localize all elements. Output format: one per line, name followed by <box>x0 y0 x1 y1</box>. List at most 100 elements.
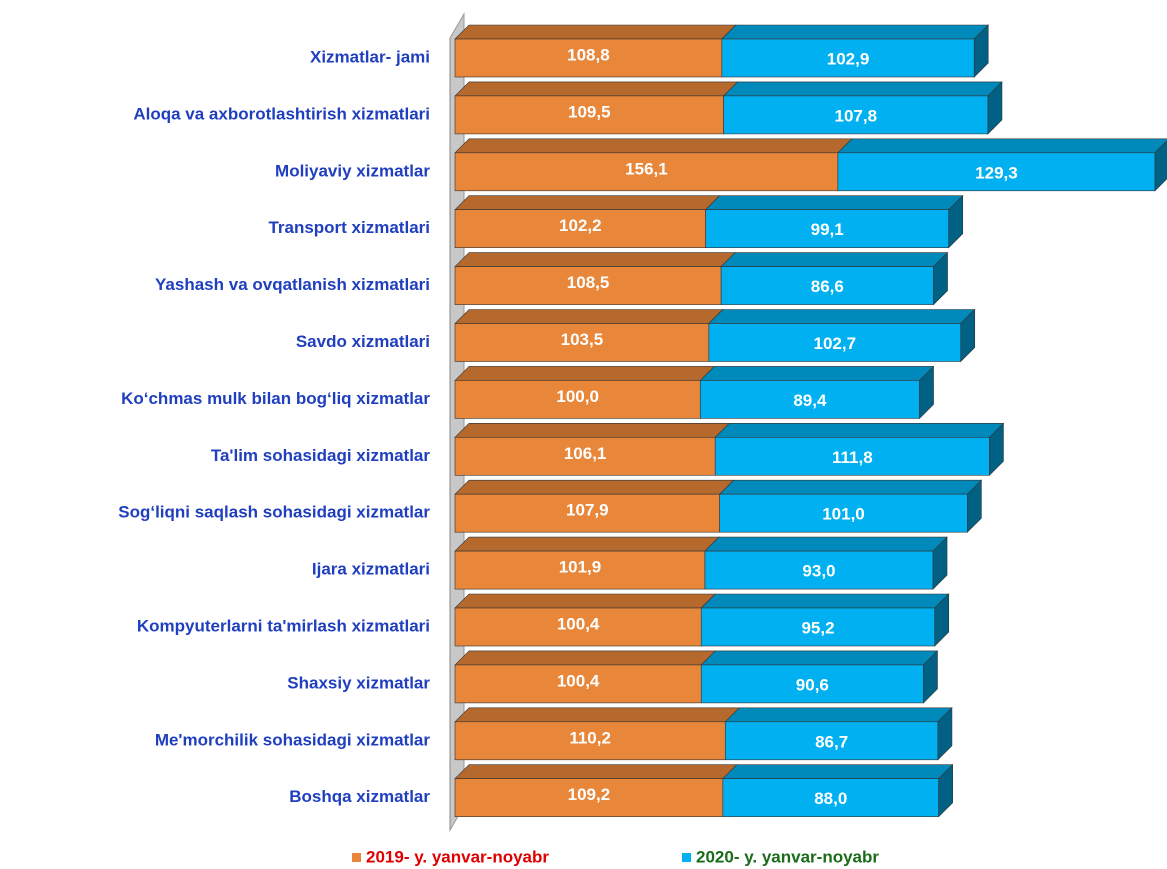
bar-side <box>948 194 964 249</box>
bar-top <box>718 479 983 495</box>
bar <box>454 607 702 647</box>
bar-top <box>454 707 741 723</box>
value-label: 106,1 <box>564 444 607 463</box>
bar-top <box>837 138 1167 154</box>
bar-top <box>714 422 1005 438</box>
bar <box>837 152 1156 192</box>
category-label: Ijara xizmatlari <box>312 560 430 579</box>
bar-top <box>722 81 1003 97</box>
bar-side <box>938 763 953 818</box>
bar-top <box>724 707 953 723</box>
bar <box>454 323 710 362</box>
bar-top <box>454 536 720 552</box>
legend-marker <box>682 853 691 862</box>
bar-side <box>923 650 938 704</box>
category-label: Me'morchilik sohasidagi xizmatlar <box>155 730 431 749</box>
category-label: Ko‘chmas mulk bilan bog‘liq xizmatlar <box>121 389 430 408</box>
bar <box>720 266 934 305</box>
bar <box>705 209 950 248</box>
bar <box>454 550 706 590</box>
bar <box>454 209 706 248</box>
value-label: 101,0 <box>822 505 865 524</box>
bar <box>454 95 724 135</box>
bar-top <box>720 252 949 267</box>
bar <box>454 664 702 704</box>
bar-top <box>700 593 950 609</box>
value-label: 156,1 <box>625 159 668 178</box>
bar-side <box>989 422 1004 477</box>
value-label: 88,0 <box>814 789 847 808</box>
legend-label: 2020- y. yanvar-noyabr <box>696 847 879 866</box>
value-label: 111,8 <box>832 448 873 467</box>
bar-side <box>1154 140 1167 192</box>
bar-top <box>454 138 853 154</box>
axis-wall <box>449 12 465 832</box>
bar-top <box>699 366 935 381</box>
bar-side <box>934 593 950 647</box>
bar-top <box>454 650 716 666</box>
value-label: 102,9 <box>827 49 870 68</box>
category-label: Yashash va ovqatlanish xizmatlari <box>155 275 430 294</box>
value-label: 101,9 <box>559 558 602 577</box>
value-label: 108,8 <box>567 45 610 64</box>
bar-side <box>960 308 976 363</box>
legend-label: 2019- y. yanvar-noyabr <box>366 847 549 866</box>
bar-side <box>967 479 982 533</box>
category-label: Xizmatlar- jami <box>310 47 430 66</box>
bar <box>454 266 722 305</box>
value-label: 108,5 <box>567 273 610 292</box>
bar-top <box>704 195 964 210</box>
bar <box>723 95 989 135</box>
bar-top <box>454 366 715 381</box>
bar-side <box>973 24 989 78</box>
value-label: 99,1 <box>811 220 844 239</box>
bar-top <box>704 536 948 552</box>
category-label: Moliyaviy xizmatlar <box>275 161 430 180</box>
value-label: 86,7 <box>815 732 848 751</box>
bar-top <box>454 24 737 40</box>
value-label: 100,4 <box>557 614 600 633</box>
bar-top <box>721 24 989 40</box>
value-label: 110,2 <box>569 728 611 747</box>
category-label: Boshqa xizmatlar <box>289 787 430 806</box>
value-label: 107,9 <box>566 501 609 520</box>
bar <box>700 607 936 647</box>
bar <box>724 721 939 761</box>
bar <box>454 38 723 78</box>
value-label: 102,2 <box>559 216 602 235</box>
category-label: Savdo xizmatlari <box>296 332 430 351</box>
category-label: Ta'lim sohasidagi xizmatlar <box>211 446 431 465</box>
value-label: 89,4 <box>793 391 827 410</box>
bar-top <box>722 764 954 780</box>
category-label: Aloqa va axborotlashtirish xizmatlari <box>133 104 430 123</box>
value-label: 100,0 <box>556 387 599 406</box>
bar <box>454 721 726 761</box>
bar <box>722 778 939 818</box>
value-label: 95,2 <box>801 618 834 637</box>
bar <box>719 493 968 533</box>
bar <box>700 664 924 704</box>
bar-top <box>454 422 730 438</box>
bar-side <box>919 365 934 420</box>
bar-top <box>454 309 724 324</box>
bar-side <box>933 251 948 306</box>
bar-top <box>454 479 735 495</box>
bar <box>454 152 839 192</box>
bar-top <box>700 650 939 666</box>
bar-side <box>932 536 948 590</box>
bar <box>721 38 975 78</box>
value-label: 107,8 <box>834 106 877 125</box>
bar <box>699 380 920 419</box>
bar-side <box>937 707 953 761</box>
bar-top <box>454 764 738 780</box>
value-label: 103,5 <box>561 330 604 349</box>
bar <box>714 436 990 476</box>
bar <box>454 380 701 419</box>
category-label: Shaxsiy xizmatlar <box>287 673 430 692</box>
category-label: Sog‘liqni saqlash sohasidagi xizmatlar <box>118 503 430 522</box>
value-label: 109,2 <box>568 785 611 804</box>
value-label: 90,6 <box>796 675 829 694</box>
value-label: 100,4 <box>557 671 600 690</box>
legend-marker <box>352 853 361 862</box>
